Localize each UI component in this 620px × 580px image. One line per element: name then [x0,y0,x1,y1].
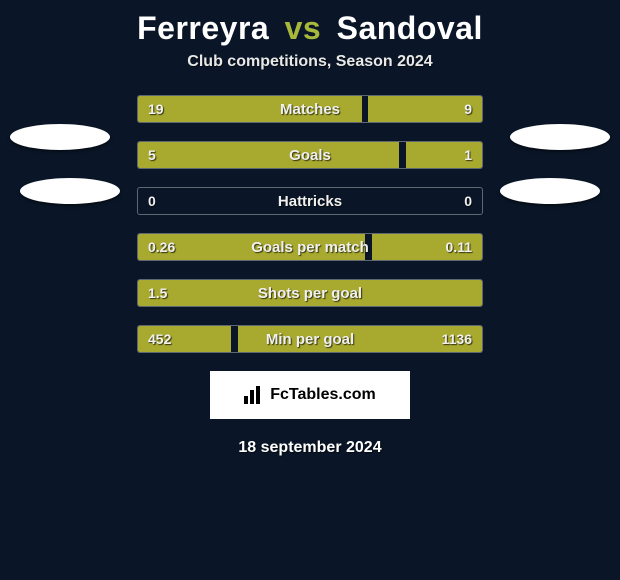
metric-label: Hattricks [138,188,482,214]
player2-name: Sandoval [337,10,483,46]
metric-label: Min per goal [138,326,482,352]
branding-badge: FcTables.com [210,371,410,419]
decor-ellipse [510,124,610,150]
branding-text: FcTables.com [270,386,376,404]
bar-chart-icon [244,386,264,404]
comparison-title: Ferreyra vs Sandoval [0,0,620,53]
value-right: 1136 [442,326,472,352]
metric-label: Goals per match [138,234,482,260]
metric-row: 19 Matches 9 [137,95,483,123]
value-right: 0.11 [446,234,472,260]
metric-row: 1.5 Shots per goal [137,279,483,307]
decor-ellipse [10,124,110,150]
metric-row: 5 Goals 1 [137,141,483,169]
value-right: 9 [464,96,472,122]
decor-ellipse [20,178,120,204]
vs-label: vs [285,10,322,46]
metric-label: Shots per goal [138,280,482,306]
metric-label: Matches [138,96,482,122]
metric-row: 452 Min per goal 1136 [137,325,483,353]
metrics-container: 19 Matches 9 5 Goals 1 0 Hattricks 0 0.2… [137,95,483,353]
subtitle: Club competitions, Season 2024 [0,53,620,71]
value-right: 0 [464,188,472,214]
value-right: 1 [464,142,472,168]
player1-name: Ferreyra [137,10,269,46]
metric-row: 0 Hattricks 0 [137,187,483,215]
decor-ellipse [500,178,600,204]
metric-label: Goals [138,142,482,168]
metric-row: 0.26 Goals per match 0.11 [137,233,483,261]
date-label: 18 september 2024 [0,439,620,457]
